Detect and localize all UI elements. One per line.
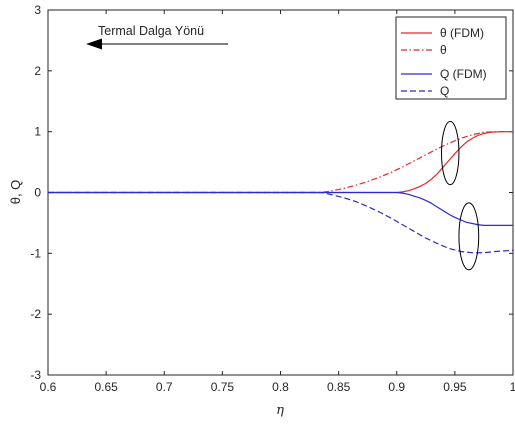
x-tick-label: 0.85 (327, 380, 351, 394)
legend-entry-theta-fdm: θ (FDM) (401, 26, 484, 40)
thermal-wave-annotation: Termal Dalga Yönü (86, 24, 228, 50)
highlight-ellipses (441, 120, 480, 271)
axis-ticks (47, 9, 514, 376)
legend-box (395, 16, 507, 100)
y-tick-labels: 3 2 1 0 -1 -2 -3 (30, 3, 41, 382)
legend-label-q-fdm: Q (FDM) (440, 67, 487, 81)
legend-entry-theta: θ (401, 43, 447, 57)
y-tick-label: -2 (30, 307, 41, 321)
arrow-left-icon (86, 38, 102, 50)
series-line-q (48, 191, 514, 254)
x-tick-label: 0.65 (94, 380, 118, 394)
x-tick-label: 0.7 (156, 380, 173, 394)
legend: θ (FDM) θ Q (FDM) Q (395, 16, 507, 100)
y-tick-label: -3 (30, 368, 41, 382)
x-axis-label: η (276, 403, 284, 418)
x-tick-label: 0.6 (40, 380, 57, 394)
series-line-theta-fdm (48, 131, 513, 194)
y-axis-label: θ, Q (8, 180, 23, 205)
legend-label-q: Q (440, 84, 449, 98)
x-tick-label: 0.95 (443, 380, 467, 394)
x-tick-label: 1 (510, 380, 515, 394)
highlight-ellipse (458, 202, 480, 271)
y-tick-label: 1 (34, 125, 41, 139)
legend-entry-q-fdm: Q (FDM) (401, 67, 487, 81)
x-tick-labels: 0.6 0.65 0.7 0.75 0.8 0.85 0.9 0.95 1 (40, 380, 515, 394)
highlight-ellipse (441, 120, 460, 186)
legend-label-theta-fdm: θ (FDM) (440, 26, 484, 40)
y-tick-label: 2 (34, 64, 41, 78)
y-tick-label: -1 (30, 246, 41, 260)
series-lines (48, 131, 514, 254)
y-tick-label: 0 (34, 186, 41, 200)
x-tick-label: 0.8 (272, 380, 289, 394)
x-tick-label: 0.9 (388, 380, 405, 394)
legend-entry-q: Q (401, 84, 449, 98)
annotation-text: Termal Dalga Yönü (98, 24, 204, 38)
x-tick-label: 0.75 (211, 380, 235, 394)
series-line-q-fdm (48, 191, 513, 226)
y-tick-label: 3 (34, 3, 41, 17)
legend-label-theta: θ (440, 43, 447, 57)
